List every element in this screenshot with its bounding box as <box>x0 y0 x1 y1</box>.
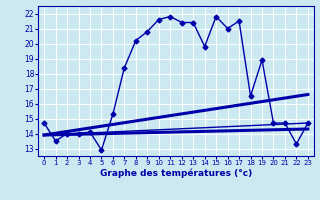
X-axis label: Graphe des températures (°c): Graphe des températures (°c) <box>100 169 252 178</box>
